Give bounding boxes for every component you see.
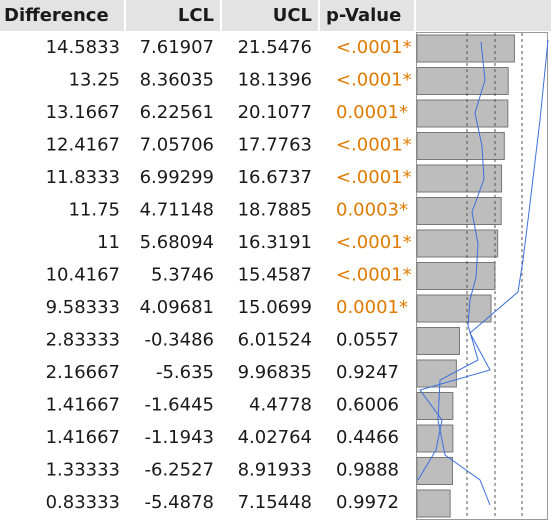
header-cell [126, 0, 220, 31]
cell-ucl: 15.0699 [238, 297, 312, 318]
bar-group [416, 34, 515, 518]
cell-lcl: 6.22561 [140, 102, 214, 123]
header-cell [320, 0, 414, 31]
cell-lcl: 6.99299 [140, 167, 214, 188]
cell-lcl: -1.1943 [145, 427, 214, 448]
cell-ucl: 21.5476 [238, 37, 312, 58]
trace-line [437, 41, 491, 506]
difference-bar [416, 34, 515, 63]
trace-line [417, 39, 549, 481]
header-cell [416, 0, 551, 31]
cell-difference: 2.16667 [46, 362, 120, 383]
difference-bar [416, 67, 509, 95]
cell-ucl: 4.02764 [238, 427, 312, 448]
cell-p-value: <.0001* [336, 265, 412, 286]
cell-difference: 11.75 [68, 200, 120, 221]
difference-bar [416, 197, 502, 225]
cell-difference: 12.4167 [46, 135, 120, 156]
cell-difference: 1.33333 [46, 460, 120, 481]
cell-ucl: 8.91933 [238, 460, 312, 481]
cell-lcl: -5.4878 [145, 492, 214, 513]
cell-lcl: 4.71148 [140, 200, 214, 221]
cell-ucl: 9.96835 [238, 362, 312, 383]
cell-ucl: 20.1077 [238, 102, 312, 123]
cell-ucl: 15.4587 [238, 265, 312, 286]
difference-bar [416, 392, 454, 420]
header-cell [222, 0, 318, 31]
cell-difference: 2.83333 [46, 330, 120, 351]
cell-p-value: 0.0557 [336, 330, 399, 351]
difference-bar [416, 327, 460, 355]
cell-p-value: <.0001* [336, 232, 412, 253]
cell-difference: 13.25 [68, 70, 120, 91]
cell-p-value: <.0001* [336, 37, 412, 58]
difference-bar [416, 424, 454, 453]
difference-bar [416, 359, 457, 388]
cell-difference: 1.41667 [46, 427, 120, 448]
cell-difference: 1.41667 [46, 395, 120, 416]
difference-bar [416, 262, 496, 290]
cell-lcl: -1.6445 [145, 395, 214, 416]
cell-ucl: 17.7763 [238, 135, 312, 156]
cell-difference: 11.8333 [46, 167, 120, 188]
difference-bar [416, 457, 453, 485]
cell-difference: 14.5833 [46, 37, 120, 58]
cell-p-value: 0.4466 [336, 427, 399, 448]
cell-ucl: 18.7885 [238, 200, 312, 221]
column-header: UCL [273, 5, 312, 26]
cell-ucl: 4.4778 [249, 395, 312, 416]
difference-bar [416, 132, 505, 160]
cell-lcl: -5.635 [156, 362, 214, 383]
difference-bar [416, 294, 492, 323]
difference-bar [416, 164, 503, 193]
cell-p-value: <.0001* [336, 70, 412, 91]
header-cell [0, 0, 124, 31]
column-header: Difference [4, 5, 109, 26]
cell-ucl: 18.1396 [238, 70, 312, 91]
cell-lcl: 7.61907 [140, 37, 214, 58]
cell-p-value: 0.9972 [336, 492, 399, 513]
cell-difference: 10.4167 [46, 265, 120, 286]
cell-ucl: 16.6737 [238, 167, 312, 188]
cell-p-value: 0.0001* [336, 102, 408, 123]
cell-lcl: 5.68094 [140, 232, 214, 253]
cell-p-value: 0.0001* [336, 297, 408, 318]
cell-ucl: 6.01524 [238, 330, 312, 351]
cell-p-value: 0.0003* [336, 200, 408, 221]
difference-bar [416, 99, 509, 128]
cell-difference: 9.58333 [46, 297, 120, 318]
cell-lcl: 5.3746 [151, 265, 214, 286]
column-header: LCL [178, 5, 214, 26]
cell-p-value: 0.9888 [336, 460, 399, 481]
cell-ucl: 16.3191 [238, 232, 312, 253]
cell-lcl: 8.36035 [140, 70, 214, 91]
column-header: p-Value [326, 5, 401, 26]
cell-difference: 11 [97, 232, 120, 253]
cell-lcl: 4.09681 [140, 297, 214, 318]
difference-bar [416, 489, 451, 518]
cell-p-value: 0.9247 [336, 362, 399, 383]
cell-p-value: <.0001* [336, 167, 412, 188]
cell-difference: 0.83333 [46, 492, 120, 513]
cell-lcl: 7.05706 [140, 135, 214, 156]
cell-difference: 13.1667 [46, 102, 120, 123]
cell-lcl: -0.3486 [145, 330, 214, 351]
cell-p-value: <.0001* [336, 135, 412, 156]
cell-lcl: -6.2527 [145, 460, 214, 481]
cell-p-value: 0.6006 [336, 395, 399, 416]
difference-bar [416, 229, 499, 258]
cell-ucl: 7.15448 [238, 492, 312, 513]
